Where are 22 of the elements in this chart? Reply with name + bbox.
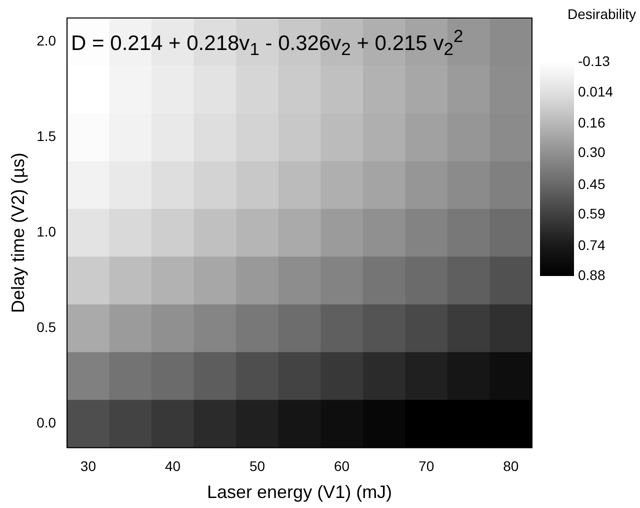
color-bar-label: 0.16 <box>578 114 606 130</box>
color-bar-label: -0.13 <box>578 52 610 69</box>
y-axis-title: Delay time (V2) (µs) <box>8 152 28 314</box>
x-tick-label: 70 <box>418 458 434 474</box>
x-tick-label: 60 <box>334 458 350 474</box>
color-bar-label: 0.45 <box>578 176 606 192</box>
x-tick-label: 30 <box>80 458 96 474</box>
x-tick-label: 40 <box>164 458 181 474</box>
color-bar-label: 0.30 <box>578 144 606 160</box>
x-tick-label: 80 <box>503 458 519 474</box>
y-tick-label: 1.0 <box>36 224 56 240</box>
x-tick-label: 50 <box>249 458 266 474</box>
color-bar-title: Desirability <box>568 6 636 22</box>
color-bar-label: 0.014 <box>578 83 614 100</box>
color-bar-label: 0.74 <box>578 237 606 254</box>
color-bar-label: 0.88 <box>578 266 606 283</box>
y-tick-label: 1.5 <box>36 128 56 144</box>
y-tick-label: 0.0 <box>36 414 56 431</box>
y-tick-label: 2.0 <box>36 32 56 49</box>
y-tick-label: 0.5 <box>36 319 56 336</box>
x-axis-title: Laser energy (V1) (mJ) <box>207 482 392 502</box>
color-bar-label: 0.59 <box>578 205 606 222</box>
